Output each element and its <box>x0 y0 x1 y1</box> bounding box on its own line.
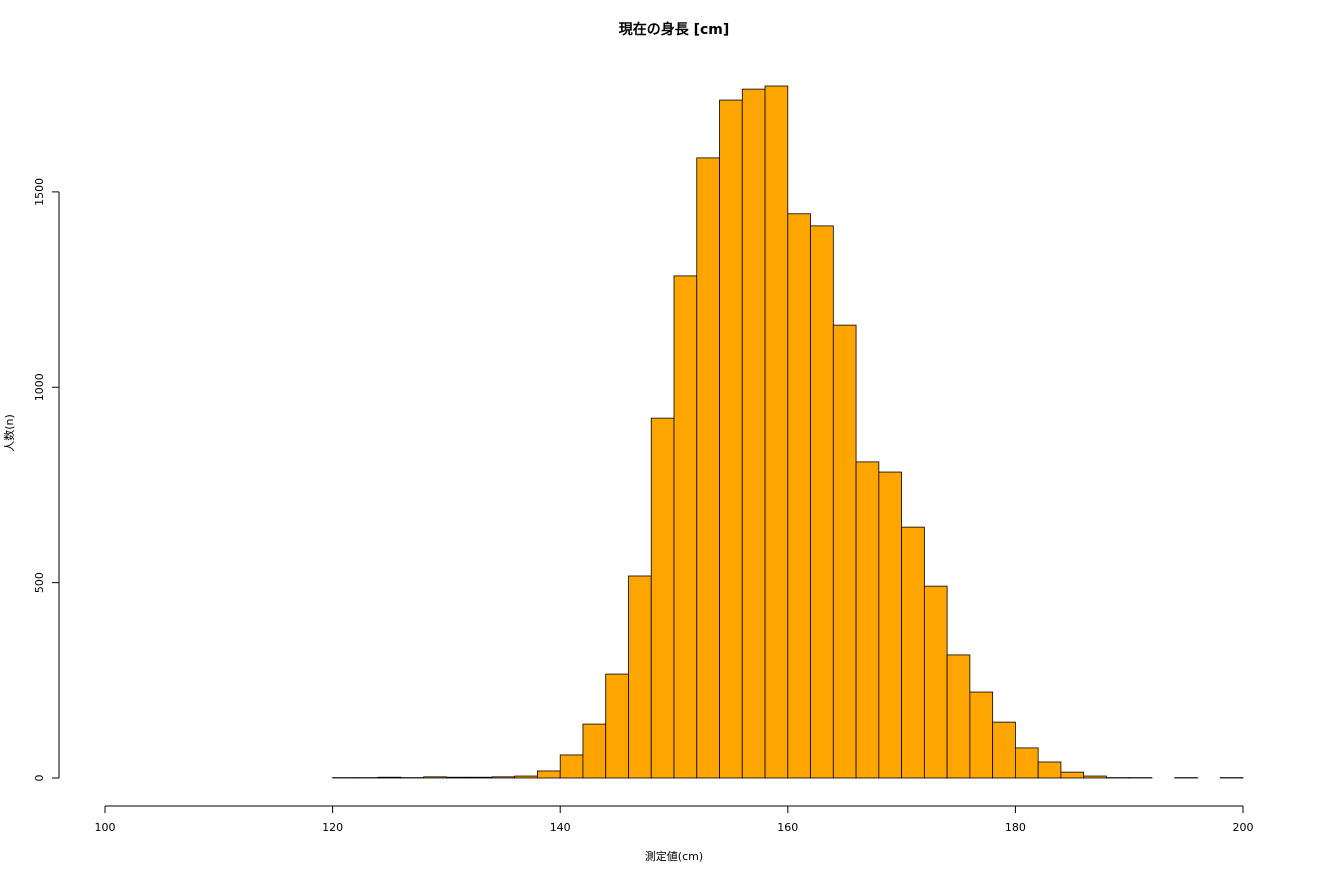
bar <box>969 691 994 779</box>
y-tick-label: 500 <box>33 572 46 593</box>
x-tick-label: 200 <box>1233 821 1254 834</box>
bar <box>537 770 561 779</box>
x-axis-label: 測定値(cm) <box>645 849 703 863</box>
bar <box>605 673 629 779</box>
bar <box>650 417 675 779</box>
bar <box>810 225 834 779</box>
y-tick-label: 0 <box>33 775 46 782</box>
bar <box>901 526 925 779</box>
bar <box>559 754 584 779</box>
x-tick-label: 100 <box>95 821 116 834</box>
bar <box>878 471 903 779</box>
x-tick-label: 180 <box>1005 821 1026 834</box>
bar <box>673 275 698 779</box>
bar <box>514 775 538 779</box>
bar <box>719 99 743 779</box>
x-tick-label: 120 <box>322 821 343 834</box>
bar <box>855 461 880 779</box>
bar <box>741 88 766 779</box>
bar <box>992 721 1016 779</box>
bar <box>832 324 857 779</box>
bar <box>468 776 493 779</box>
bar <box>764 85 789 779</box>
bar <box>946 654 971 779</box>
bar <box>491 776 516 779</box>
bar <box>582 723 607 779</box>
y-axis-label: 人数(n) <box>3 414 16 452</box>
bar <box>1083 775 1107 779</box>
chart-title: 現在の身長 [cm] <box>619 21 730 38</box>
bar <box>1037 761 1062 779</box>
y-tick-label: 1000 <box>33 373 46 401</box>
bar <box>787 213 811 779</box>
x-tick-label: 160 <box>777 821 798 834</box>
bar <box>423 776 447 779</box>
bar <box>923 585 948 779</box>
bar <box>696 157 720 779</box>
bar <box>377 776 402 779</box>
bar <box>1060 771 1085 779</box>
y-tick-label: 1500 <box>33 178 46 206</box>
bar <box>1015 747 1039 779</box>
x-tick-label: 140 <box>550 821 571 834</box>
bar <box>628 575 652 779</box>
bar <box>445 776 470 779</box>
